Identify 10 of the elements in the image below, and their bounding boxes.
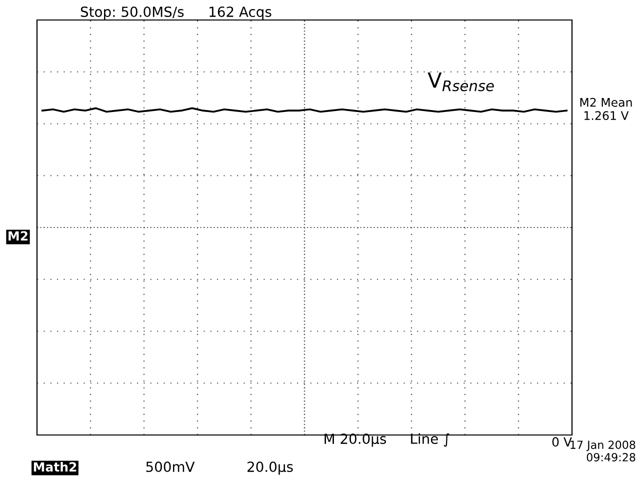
text: 500mV bbox=[146, 462, 195, 472]
text: 162 Acqs bbox=[210, 6, 272, 20]
text: M2 Mean 1.261 V bbox=[580, 98, 632, 120]
series-label: V$_{Rsense}$ bbox=[428, 72, 494, 92]
text: Math2 bbox=[34, 462, 76, 472]
text: 0 V bbox=[552, 437, 572, 447]
chart-title: Stop: 50.0MS/s bbox=[80, 6, 184, 20]
text: 17 Jan 2008 09:49:28 bbox=[570, 440, 636, 462]
text: M2 bbox=[8, 231, 28, 240]
text: 20.0µs bbox=[248, 462, 293, 475]
